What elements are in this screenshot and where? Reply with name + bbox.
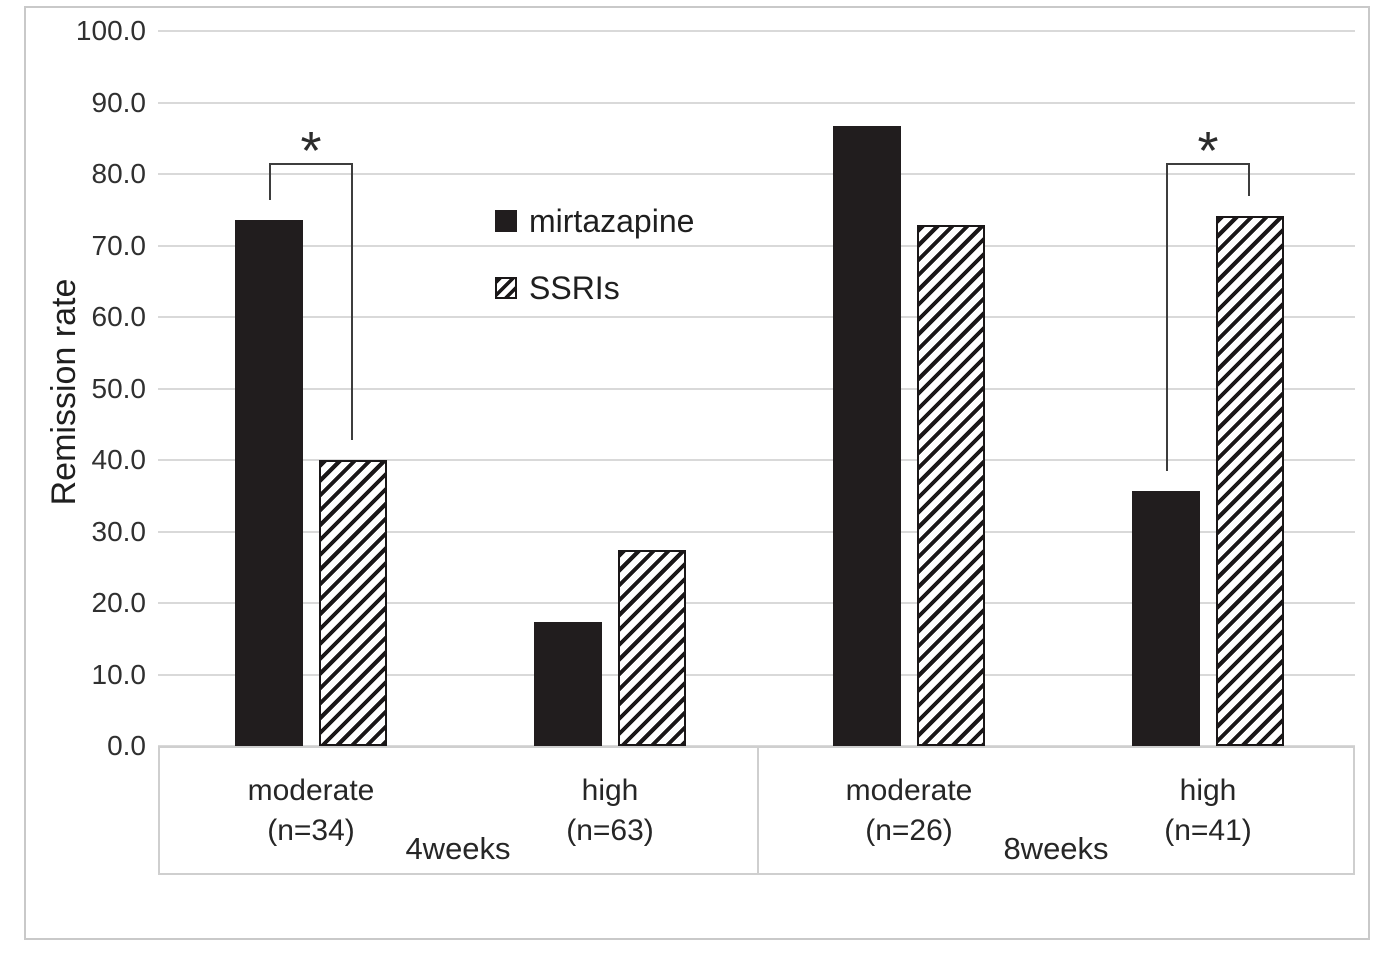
bar-ssris: [319, 460, 387, 746]
legend-swatch-mirtazapine-icon: [495, 210, 517, 232]
category-n-label: (n=26): [865, 814, 953, 847]
y-tick-label: 90.0: [91, 86, 147, 118]
bar-mirtazapine: [235, 220, 303, 746]
gridline: [158, 316, 1355, 318]
significance-asterisk: *: [300, 121, 322, 181]
y-tick-label: 40.0: [91, 444, 147, 475]
significance-bracket: [351, 163, 353, 440]
y-tick-label: 70.0: [91, 229, 147, 261]
y-tick-label: 30.0: [91, 515, 147, 547]
bar-ssris: [618, 550, 686, 746]
y-tick-label: 20.0: [91, 587, 147, 618]
legend-label: mirtazapine: [529, 202, 695, 239]
bar-ssris: [1216, 216, 1284, 746]
legend-swatch-ssris-icon: [495, 277, 517, 299]
gridline: [158, 602, 1355, 604]
significance-bracket: [1248, 163, 1250, 196]
y-tick-label: 0.0: [107, 730, 146, 761]
y-tick-label: 10.0: [91, 658, 147, 690]
category-axis-box: [158, 746, 1355, 875]
significance-asterisk: *: [1197, 121, 1219, 181]
section-label: 8weeks: [1003, 831, 1109, 866]
significance-bracket: [1166, 163, 1250, 165]
category-label: moderate: [247, 774, 375, 807]
gridline: [158, 673, 1355, 676]
y-tick-label: 50.0: [91, 372, 147, 404]
category-n-label: (n=41): [1164, 814, 1252, 847]
section-divider: [757, 746, 759, 875]
significance-bracket: [269, 163, 353, 165]
bar-mirtazapine: [1132, 491, 1200, 746]
category-n-label: (n=34): [267, 814, 355, 847]
gridline: [158, 387, 1355, 390]
category-label: moderate: [845, 774, 973, 807]
gridline: [158, 459, 1355, 461]
category-label: high: [581, 774, 639, 807]
section-label: 4weeks: [405, 831, 511, 866]
y-tick-label: 100.0: [75, 15, 146, 46]
legend-label: SSRIs: [529, 269, 620, 306]
gridline: [158, 101, 1355, 104]
gridline: [158, 244, 1355, 247]
gridline: [158, 173, 1355, 175]
gridline: [158, 530, 1355, 533]
bar-mirtazapine: [833, 126, 901, 746]
legend-item-ssris: SSRIs: [495, 270, 620, 306]
significance-bracket: [269, 163, 271, 200]
y-tick-label: 80.0: [91, 158, 147, 189]
significance-bracket: [1166, 163, 1168, 471]
category-label: high: [1179, 774, 1237, 807]
legend-item-mirtazapine: mirtazapine: [495, 203, 694, 239]
bar-ssris: [917, 225, 985, 746]
y-tick-label: 60.0: [91, 301, 147, 332]
bar-mirtazapine: [534, 622, 602, 746]
gridline: [158, 30, 1355, 32]
category-n-label: (n=63): [566, 814, 654, 847]
